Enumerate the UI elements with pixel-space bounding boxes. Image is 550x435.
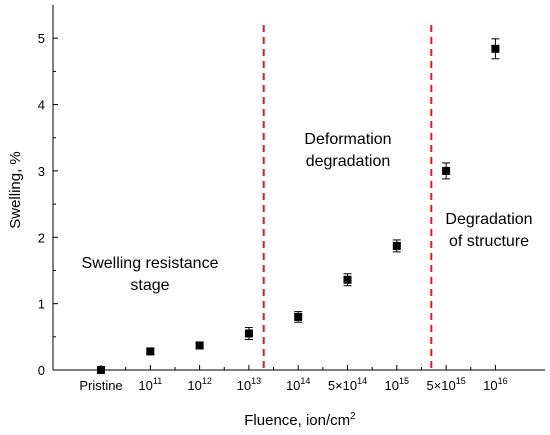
axes — [52, 5, 545, 371]
x-axis-label-text: Fluence, ion/cm — [244, 412, 350, 429]
annotation-text: of structure — [449, 233, 529, 250]
x-axis-label-superscript: 2 — [350, 411, 356, 422]
data-point — [491, 44, 500, 53]
data-point — [97, 366, 105, 374]
x-tick-label: 1016 — [483, 376, 507, 393]
x-tick-label: 5×1014 — [328, 376, 367, 393]
x-tick-label: Pristine — [79, 378, 122, 393]
y-tick-label: 2 — [38, 230, 45, 245]
x-tick-label: 1013 — [237, 376, 261, 393]
x-tick-label: 1015 — [385, 376, 409, 393]
data-point — [343, 275, 352, 284]
y-tick-label: 1 — [38, 297, 45, 312]
x-tick-label: 1012 — [187, 376, 211, 393]
x-tick-label: 1011 — [138, 376, 162, 393]
annotation-text: stage — [130, 277, 169, 294]
ticks: 0 1 2 3 4 5 Pristine 1011 1012 1013 1014 5×1014 1015… — [38, 31, 508, 393]
y-tick-label: 3 — [38, 164, 45, 179]
y-tick-label: 0 — [38, 363, 45, 378]
data-point — [442, 166, 451, 175]
annotation-text: Degradation — [445, 211, 532, 228]
stage-dividers — [262, 25, 433, 370]
x-axis-label: Fluence, ion/cm2 — [244, 411, 356, 429]
y-tick-label: 4 — [38, 98, 45, 113]
annotation-text: Deformation — [304, 131, 391, 148]
data-point — [244, 329, 253, 338]
data-point — [146, 347, 155, 356]
annotations: Swelling resistance stage Deformation degra… — [82, 131, 533, 294]
x-tick-label: 1014 — [286, 376, 310, 393]
x-tick-label: 5×1015 — [426, 376, 465, 393]
annotation-text: degradation — [306, 153, 391, 170]
y-tick-label: 5 — [38, 31, 45, 46]
data-point — [294, 312, 303, 321]
y-axis-label: Swelling, % — [7, 151, 24, 229]
data-point — [392, 241, 401, 250]
annotation-text: Swelling resistance — [82, 255, 219, 272]
data-point — [195, 341, 204, 350]
data-points — [97, 38, 500, 374]
